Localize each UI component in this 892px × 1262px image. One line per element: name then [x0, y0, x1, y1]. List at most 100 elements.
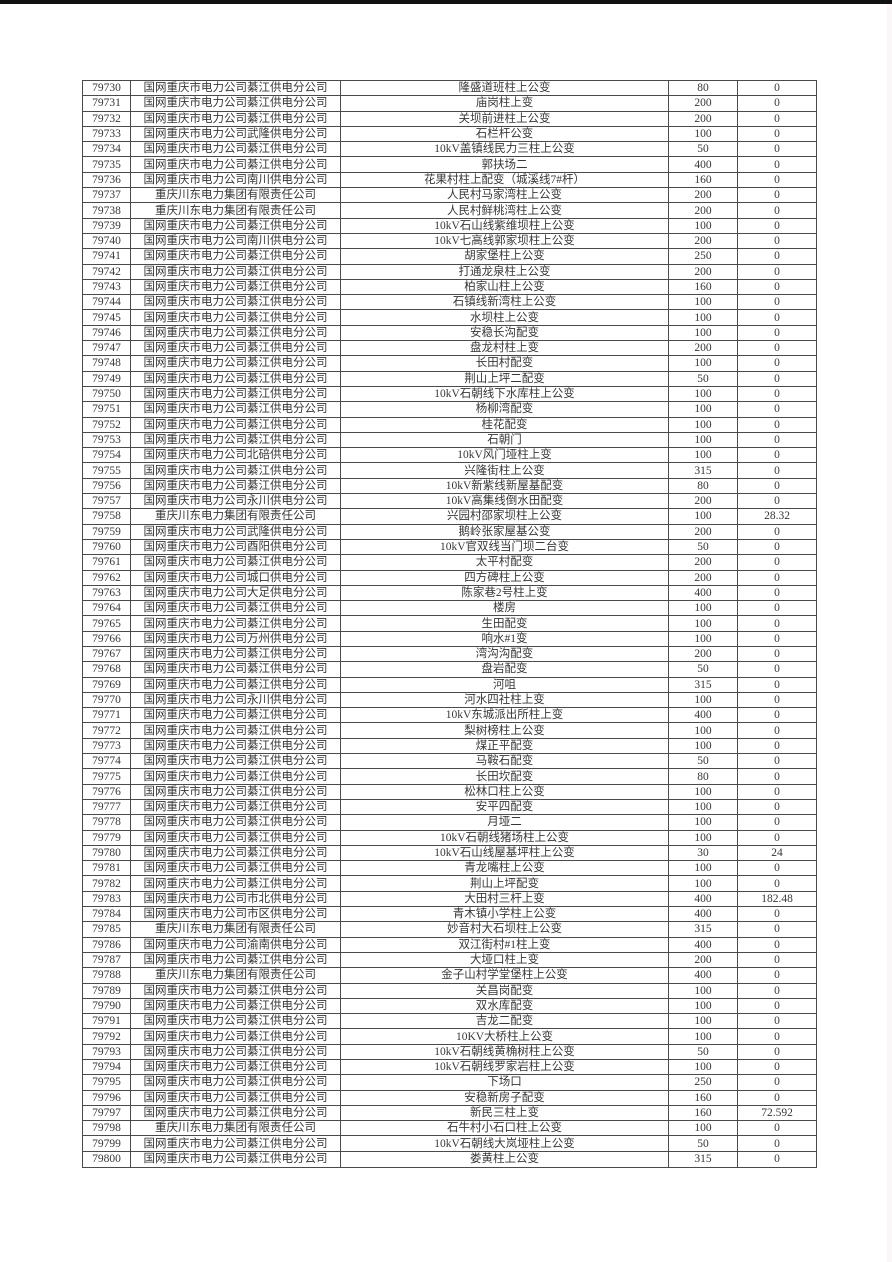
cell-capacity: 100 — [668, 783, 738, 800]
cell-company: 国网重庆市电力公司北碚供电分公司 — [130, 447, 341, 464]
cell-station-name: 10kV石朝线下水库柱上公变 — [340, 385, 669, 403]
cell-value: 0 — [737, 431, 817, 449]
table-row: 79755 国网重庆市电力公司綦江供电分公司 兴隆街柱上公变 315 0 — [82, 462, 817, 479]
table-row: 79749 国网重庆市电力公司綦江供电分公司 荆山上坪二配变 50 0 — [82, 370, 817, 387]
cell-station-name: 关坝前进柱上公变 — [340, 110, 669, 127]
table-row: 79777 国网重庆市电力公司綦江供电分公司 安平四配变 100 0 — [82, 798, 817, 816]
cell-id: 79746 — [82, 324, 131, 342]
cell-company: 国网重庆市电力公司万州供电分公司 — [130, 630, 341, 647]
cell-value: 0 — [737, 691, 817, 709]
cell-company: 国网重庆市电力公司綦江供电分公司 — [130, 1150, 341, 1169]
cell-id: 79786 — [82, 936, 131, 953]
cell-value: 0 — [737, 569, 817, 586]
table-row: 79732 国网重庆市电力公司綦江供电分公司 关坝前进柱上公变 200 0 — [82, 110, 817, 127]
cell-capacity: 100 — [668, 1028, 738, 1045]
cell-company: 国网重庆市电力公司綦江供电分公司 — [130, 1089, 341, 1106]
cell-company: 重庆川东电力集团有限责任公司 — [130, 508, 341, 525]
cell-capacity: 200 — [668, 554, 738, 571]
table-row: 79782 国网重庆市电力公司綦江供电分公司 荆山上坪配变 100 0 — [82, 875, 817, 892]
cell-id: 79754 — [82, 447, 131, 464]
cell-station-name: 10kV七高线郭家坝柱上公变 — [340, 232, 669, 250]
cell-value: 0 — [737, 584, 817, 602]
cell-capacity: 100 — [668, 125, 738, 143]
cell-value: 0 — [737, 1058, 817, 1076]
table-row: 79737 重庆川东电力集团有限责任公司 人民村马家湾柱上公变 200 0 — [82, 187, 817, 204]
cell-capacity: 50 — [668, 753, 738, 770]
cell-company: 国网重庆市电力公司綦江供电分公司 — [130, 798, 341, 816]
cell-station-name: 郭扶场二 — [340, 156, 669, 173]
cell-id: 79738 — [82, 202, 131, 219]
cell-capacity: 400 — [668, 936, 738, 953]
cell-company: 重庆川东电力集团有限责任公司 — [130, 1120, 341, 1137]
cell-value: 0 — [737, 125, 817, 143]
table-row: 79781 国网重庆市电力公司綦江供电分公司 青龙嘴柱上公变 100 0 — [82, 860, 817, 877]
cell-capacity: 100 — [668, 431, 738, 449]
table-row: 79760 国网重庆市电力公司酉阳供电分公司 10kV官双线当门坝二台变 50 0 — [82, 538, 817, 556]
cell-capacity: 50 — [668, 1043, 738, 1061]
cell-capacity: 100 — [668, 798, 738, 816]
cell-id: 79774 — [82, 753, 131, 770]
table-row: 79733 国网重庆市电力公司武隆供电分公司 石栏杆公变 100 0 — [82, 125, 817, 143]
cell-capacity: 80 — [668, 477, 738, 495]
cell-company: 国网重庆市电力公司綦江供电分公司 — [130, 324, 341, 342]
cell-company: 国网重庆市电力公司綦江供电分公司 — [130, 401, 341, 418]
cell-company: 重庆川东电力集团有限责任公司 — [130, 967, 341, 984]
cell-value: 0 — [737, 416, 817, 433]
page-edge-tint — [887, 4, 892, 1262]
table-row: 79759 国网重庆市电力公司武隆供电分公司 鹅岭张家屋基公变 200 0 — [82, 523, 817, 540]
cell-company: 国网重庆市电力公司綦江供电分公司 — [130, 645, 341, 663]
cell-station-name: 隆盛道班柱上公变 — [340, 79, 669, 97]
cell-id: 79748 — [82, 355, 131, 372]
cell-id: 79775 — [82, 768, 131, 785]
cell-capacity: 100 — [668, 875, 738, 892]
table-row: 79752 国网重庆市电力公司綦江供电分公司 桂花配变 100 0 — [82, 416, 817, 433]
cell-station-name: 煤正平配变 — [340, 737, 669, 755]
cell-station-name: 杨柳湾配变 — [340, 401, 669, 418]
table-row: 79780 国网重庆市电力公司綦江供电分公司 10kV石山线屋基坪柱上公变 30 24 — [82, 844, 817, 862]
table-row: 79741 国网重庆市电力公司綦江供电分公司 胡家堡柱上公变 250 0 — [82, 248, 817, 265]
cell-value: 0 — [737, 1089, 817, 1106]
cell-station-name: 10kV石朝线黄桷树柱上公变 — [340, 1043, 669, 1061]
cell-station-name: 庙岗柱上变 — [340, 95, 669, 112]
cell-company: 国网重庆市电力公司綦江供电分公司 — [130, 462, 341, 479]
cell-station-name: 太平村配变 — [340, 554, 669, 571]
cell-capacity: 100 — [668, 860, 738, 877]
cell-value: 0 — [737, 982, 817, 999]
table-row: 79792 国网重庆市电力公司綦江供电分公司 10KV大桥柱上公变 100 0 — [82, 1028, 817, 1045]
cell-station-name: 荆山上坪二配变 — [340, 370, 669, 387]
cell-capacity: 200 — [668, 110, 738, 127]
cell-capacity: 250 — [668, 1074, 738, 1091]
cell-id: 79763 — [82, 584, 131, 602]
cell-id: 79776 — [82, 783, 131, 800]
cell-capacity: 400 — [668, 906, 738, 923]
cell-value: 0 — [737, 661, 817, 678]
cell-id: 79768 — [82, 661, 131, 678]
cell-id: 79760 — [82, 538, 131, 556]
cell-capacity: 100 — [668, 1120, 738, 1137]
table-row: 79787 国网重庆市电力公司綦江供电分公司 大垭口柱上变 200 0 — [82, 951, 817, 969]
table-row: 79774 国网重庆市电力公司綦江供电分公司 马鞍石配变 50 0 — [82, 753, 817, 770]
cell-value: 28.32 — [737, 508, 817, 525]
cell-value: 0 — [737, 875, 817, 892]
cell-id: 79753 — [82, 431, 131, 449]
cell-id: 79792 — [82, 1028, 131, 1045]
cell-company: 国网重庆市电力公司綦江供电分公司 — [130, 951, 341, 969]
table-row: 79753 国网重庆市电力公司綦江供电分公司 石朝门 100 0 — [82, 431, 817, 449]
table-row: 79745 国网重庆市电力公司綦江供电分公司 水坝柱上公变 100 0 — [82, 309, 817, 326]
table-row: 79750 国网重庆市电力公司綦江供电分公司 10kV石朝线下水库柱上公变 100 0 — [82, 385, 817, 403]
cell-company: 重庆川东电力集团有限责任公司 — [130, 202, 341, 219]
cell-station-name: 大田村三杆上变 — [340, 890, 669, 908]
cell-capacity: 80 — [668, 79, 738, 97]
cell-company: 国网重庆市电力公司綦江供电分公司 — [130, 1104, 341, 1122]
cell-station-name: 生田配变 — [340, 615, 669, 632]
cell-value: 0 — [737, 355, 817, 372]
cell-station-name: 梨树榜柱上公变 — [340, 722, 669, 739]
cell-company: 国网重庆市电力公司綦江供电分公司 — [130, 829, 341, 846]
cell-station-name: 打通龙泉柱上公变 — [340, 263, 669, 280]
cell-value: 0 — [737, 141, 817, 158]
cell-station-name: 双水库配变 — [340, 997, 669, 1015]
cell-id: 79783 — [82, 890, 131, 908]
cell-id: 79790 — [82, 997, 131, 1015]
cell-capacity: 400 — [668, 967, 738, 984]
cell-value: 182.48 — [737, 890, 817, 908]
